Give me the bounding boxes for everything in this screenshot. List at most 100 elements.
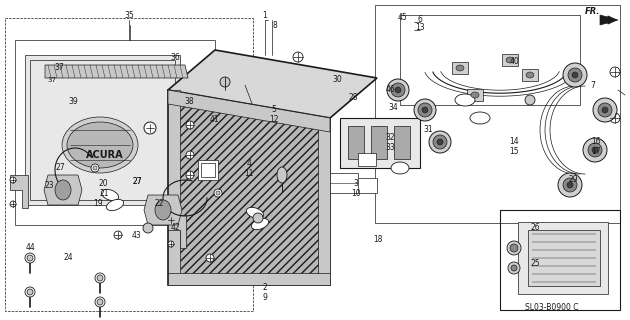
Ellipse shape [67, 122, 133, 168]
Text: 13: 13 [415, 23, 425, 33]
Ellipse shape [97, 275, 103, 281]
Text: SL03-B0900 C: SL03-B0900 C [525, 303, 579, 313]
Bar [467, 89, 483, 101]
Ellipse shape [422, 107, 428, 113]
Ellipse shape [567, 182, 573, 188]
Ellipse shape [563, 178, 577, 192]
Text: 4: 4 [246, 159, 251, 169]
Bar [375, 5, 620, 223]
Text: 39: 39 [68, 98, 78, 107]
Ellipse shape [610, 67, 620, 77]
Polygon shape [176, 98, 322, 277]
Ellipse shape [168, 217, 174, 223]
Bar [518, 222, 608, 294]
Text: 8: 8 [273, 20, 277, 29]
Ellipse shape [106, 199, 123, 211]
Ellipse shape [598, 103, 612, 117]
Ellipse shape [95, 297, 105, 307]
Ellipse shape [155, 200, 171, 220]
Bar [358, 153, 376, 166]
Ellipse shape [583, 138, 607, 162]
Ellipse shape [593, 98, 617, 122]
Ellipse shape [437, 139, 443, 145]
Ellipse shape [216, 191, 220, 195]
Ellipse shape [592, 147, 598, 153]
Text: 37: 37 [54, 62, 64, 71]
Text: 2: 2 [263, 284, 267, 292]
Bar [340, 118, 420, 168]
Ellipse shape [91, 164, 99, 172]
Bar [15, 40, 215, 225]
Polygon shape [168, 90, 330, 132]
Text: 32: 32 [385, 132, 395, 141]
Ellipse shape [277, 167, 287, 183]
Text: 27: 27 [132, 178, 142, 187]
Bar [198, 160, 218, 180]
Text: 25: 25 [530, 259, 540, 268]
Text: 30: 30 [332, 76, 342, 84]
Polygon shape [168, 50, 377, 118]
Polygon shape [318, 118, 330, 285]
Polygon shape [10, 175, 28, 208]
Ellipse shape [97, 299, 103, 305]
Ellipse shape [253, 213, 263, 223]
Ellipse shape [507, 241, 521, 255]
Ellipse shape [568, 68, 582, 82]
Ellipse shape [563, 63, 587, 87]
Ellipse shape [10, 177, 16, 183]
Polygon shape [168, 215, 186, 248]
Bar [5, 18, 253, 311]
Ellipse shape [55, 180, 71, 200]
Ellipse shape [526, 72, 534, 78]
Ellipse shape [506, 57, 514, 63]
Text: 6: 6 [418, 14, 423, 23]
Text: 7: 7 [590, 82, 595, 91]
Ellipse shape [186, 151, 194, 159]
Ellipse shape [610, 113, 620, 123]
Text: 34: 34 [388, 103, 398, 113]
Ellipse shape [27, 255, 33, 261]
Bar [500, 210, 620, 310]
Ellipse shape [62, 117, 138, 173]
Ellipse shape [602, 107, 608, 113]
Ellipse shape [10, 201, 16, 207]
Ellipse shape [25, 253, 35, 263]
Text: 28: 28 [348, 92, 358, 101]
Ellipse shape [456, 65, 464, 71]
Text: FR.: FR. [585, 7, 601, 17]
Text: 26: 26 [530, 223, 540, 233]
Bar [25, 55, 180, 205]
Text: 44: 44 [25, 243, 35, 252]
Bar [355, 178, 377, 193]
Ellipse shape [395, 87, 401, 93]
Text: 5: 5 [272, 105, 277, 114]
Ellipse shape [470, 112, 490, 124]
Text: 14: 14 [509, 138, 519, 147]
Ellipse shape [220, 77, 230, 87]
Text: 21: 21 [100, 188, 109, 197]
Text: 9: 9 [263, 293, 268, 302]
Text: 43: 43 [131, 231, 141, 241]
Text: 20: 20 [98, 180, 108, 188]
Ellipse shape [558, 173, 582, 197]
Ellipse shape [214, 189, 222, 197]
Text: 27: 27 [55, 164, 65, 172]
Text: 42: 42 [170, 222, 180, 231]
Ellipse shape [143, 223, 153, 233]
Text: 17: 17 [591, 148, 601, 156]
Text: 45: 45 [398, 13, 408, 22]
Ellipse shape [429, 131, 451, 153]
Text: 27: 27 [132, 178, 142, 187]
Text: 24: 24 [63, 253, 73, 262]
Ellipse shape [455, 94, 475, 106]
Text: 22: 22 [154, 199, 164, 209]
Ellipse shape [251, 218, 268, 230]
Ellipse shape [588, 143, 602, 157]
Ellipse shape [414, 99, 436, 121]
Bar [528, 230, 600, 286]
Text: 18: 18 [373, 236, 383, 244]
Ellipse shape [525, 95, 535, 105]
Ellipse shape [508, 262, 520, 274]
Bar [400, 15, 580, 105]
Ellipse shape [418, 103, 432, 117]
